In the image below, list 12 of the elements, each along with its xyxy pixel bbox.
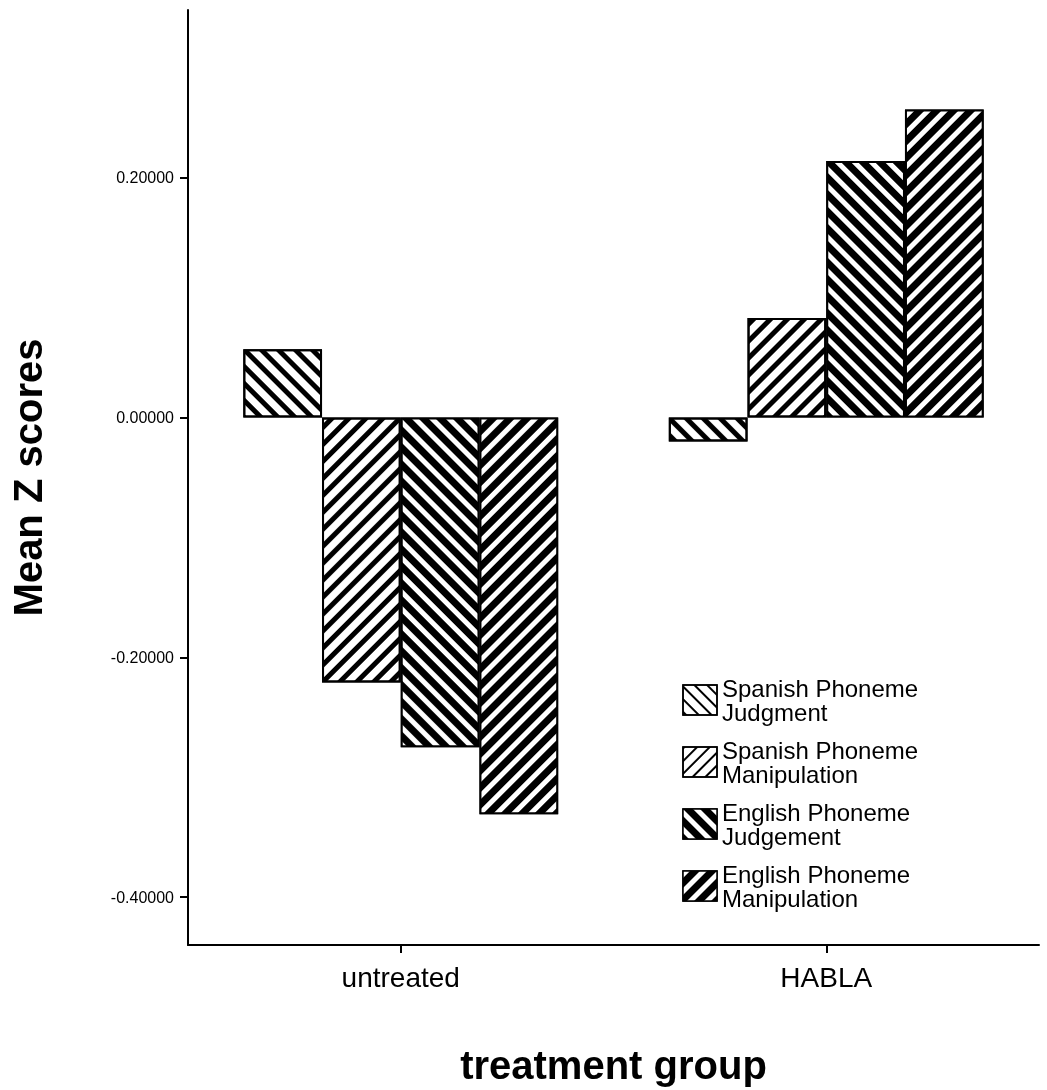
- y-tick-label: 0.20000: [116, 169, 175, 187]
- legend-label: Spanish Phoneme Manipulation: [722, 736, 925, 788]
- y-tick-label: -0.40000: [110, 888, 175, 906]
- y-axis-title: Mean Z scores: [6, 338, 50, 617]
- y-tick-label: 0.00000: [116, 409, 175, 427]
- x-tick-label: HABLA: [780, 961, 873, 993]
- legend-label: English Phoneme Manipulation: [722, 860, 917, 912]
- x-axis-title: treatment group: [460, 1043, 767, 1087]
- legend-label: English Phoneme Judgement: [722, 798, 917, 850]
- y-tick-label: -0.20000: [110, 648, 175, 666]
- x-tick-label: untreated: [341, 961, 460, 993]
- legend-label: Spanish Phoneme Judgment: [722, 674, 925, 726]
